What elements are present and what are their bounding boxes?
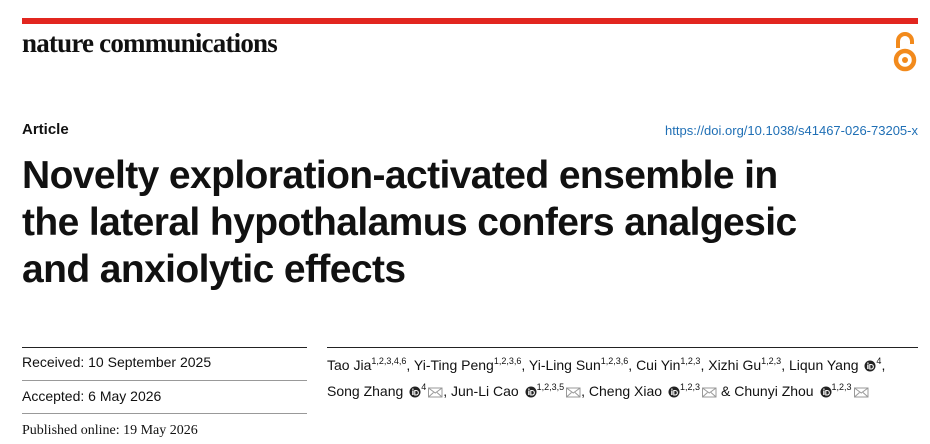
author-name: Tao Jia [327, 357, 372, 373]
affiliation: 4 [421, 382, 427, 392]
title-line: Novelty exploration-activated ensemble i… [22, 154, 778, 197]
author-list: Tao Jia1,2,3,4,6, Yi-Ting Peng1,2,3,6, Y… [327, 350, 919, 402]
author: Liqun Yang 4, [788, 356, 886, 373]
accepted-date: Accepted: 6 May 2026 [22, 388, 162, 404]
affiliation: 1,2,3,4,6 [371, 356, 407, 366]
rule [327, 347, 918, 348]
separator: & [720, 383, 731, 399]
orcid-icon [820, 386, 831, 398]
title-line: the lateral hypothalamus confers analges… [22, 201, 797, 244]
author: Yi-Ling Sun1,2,3,6, [528, 356, 633, 373]
separator: , [581, 383, 585, 399]
rule [22, 413, 307, 414]
affiliation: 1,2,3 [680, 356, 701, 366]
separator: , [443, 383, 448, 399]
author: Cheng Xiao 1,2,3 & [588, 382, 731, 399]
rule [22, 347, 307, 348]
title-line: and anxiolytic effects [22, 248, 406, 291]
separator: , [781, 357, 786, 373]
published-date: Published online: 19 May 2026 [22, 423, 198, 438]
separator: , [628, 357, 633, 373]
author: Chunyi Zhou 1,2,3 [734, 382, 869, 399]
top-bar [22, 18, 918, 24]
email-icon[interactable] [853, 387, 869, 398]
affiliation: 1,2,3,6 [600, 356, 629, 366]
author-name: Song Zhang [327, 383, 404, 399]
affiliation: 1,2,3,5 [536, 382, 565, 392]
doi-link[interactable]: https://doi.org/10.1038/s41467-026-73205… [665, 123, 918, 138]
separator: , [700, 357, 705, 373]
author-name: Yi-Ting Peng [413, 357, 494, 373]
author-name: Cui Yin [636, 357, 681, 373]
orcid-icon [409, 386, 421, 398]
article-type: Article [22, 121, 69, 138]
affiliation: 1,2,3 [761, 356, 782, 366]
author-name: Chunyi Zhou [734, 383, 814, 399]
author: Yi-Ting Peng1,2,3,6, [413, 356, 526, 373]
affiliation: 4 [876, 356, 882, 366]
affiliation: 1,2,3 [831, 382, 852, 392]
open-access-icon [893, 32, 917, 72]
author: Xizhi Gu1,2,3, [708, 356, 786, 373]
orcid-icon [668, 386, 680, 398]
author: Song Zhang 4, [327, 382, 448, 399]
author: Jun-Li Cao 1,2,3,5, [450, 382, 585, 399]
email-icon[interactable] [428, 387, 443, 398]
author-name: Yi-Ling Sun [528, 357, 601, 373]
orcid-icon [525, 386, 537, 398]
orcid-icon [864, 360, 876, 372]
author: Cui Yin1,2,3, [636, 356, 705, 373]
title: Novelty exploration-activated ensemble i… [22, 152, 797, 293]
affiliation: 1,2,3 [679, 382, 700, 392]
author: Tao Jia1,2,3,4,6, [327, 356, 411, 373]
affiliation: 1,2,3,6 [493, 356, 522, 366]
author-name: Xizhi Gu [708, 357, 762, 373]
received-date: Received: 10 September 2025 [22, 354, 212, 370]
rule [22, 380, 307, 381]
separator: , [406, 357, 411, 373]
email-icon[interactable] [701, 387, 717, 398]
email-icon[interactable] [566, 387, 581, 398]
author-name: Cheng Xiao [588, 383, 663, 399]
separator: , [521, 357, 526, 373]
separator: , [881, 357, 886, 373]
author-name: Jun-Li Cao [450, 383, 519, 399]
author-name: Liqun Yang [788, 357, 859, 373]
journal-name: nature communications [22, 28, 278, 58]
